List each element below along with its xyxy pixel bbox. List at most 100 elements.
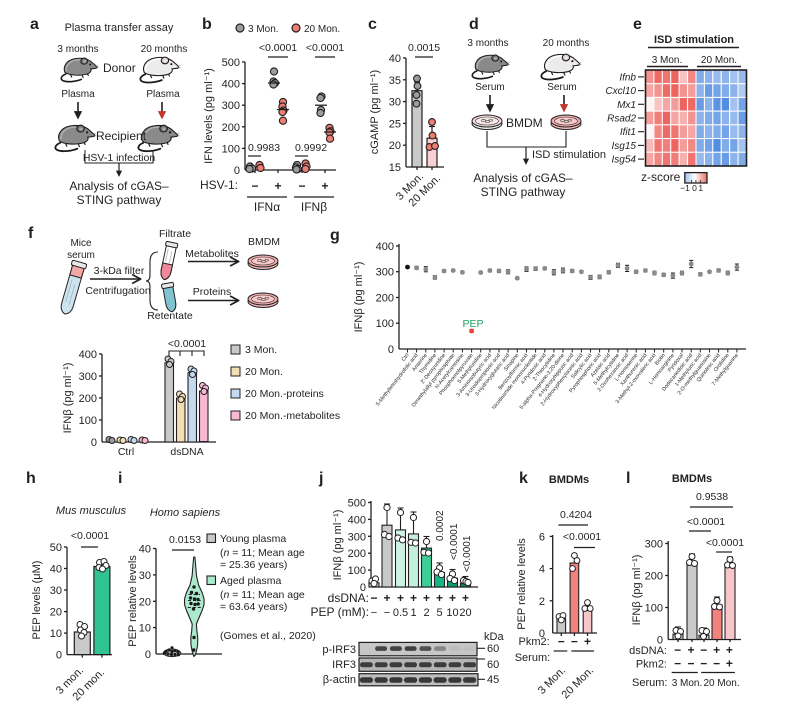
svg-text:400: 400 xyxy=(376,241,394,253)
svg-text:+: + xyxy=(726,657,733,671)
svg-text:15: 15 xyxy=(389,162,401,174)
svg-text:200: 200 xyxy=(222,122,240,134)
svg-text:g: g xyxy=(330,227,340,244)
svg-text:200: 200 xyxy=(376,293,394,305)
svg-text:+: + xyxy=(423,591,430,605)
svg-text:300: 300 xyxy=(79,371,97,383)
svg-text:Isg54: Isg54 xyxy=(612,155,637,166)
svg-text:Mus musculus: Mus musculus xyxy=(56,505,127,517)
svg-text:−: − xyxy=(251,179,258,193)
svg-text:30: 30 xyxy=(50,585,62,597)
svg-text:0.5: 0.5 xyxy=(393,607,408,619)
svg-text:0.0002: 0.0002 xyxy=(435,510,446,541)
svg-text:300: 300 xyxy=(348,531,366,543)
svg-text:3 months: 3 months xyxy=(57,44,98,55)
svg-text:Young plasma: Young plasma xyxy=(220,533,286,545)
svg-text:1: 1 xyxy=(698,183,703,193)
svg-text:STING pathway: STING pathway xyxy=(77,193,162,207)
svg-text:−: − xyxy=(370,591,377,605)
svg-text:45: 45 xyxy=(487,674,499,686)
svg-text:100: 100 xyxy=(645,603,663,615)
svg-text:<0.0001: <0.0001 xyxy=(706,537,744,549)
svg-text:cGAMP (pg ml⁻¹): cGAMP (pg ml⁻¹) xyxy=(369,70,381,154)
svg-text:h: h xyxy=(26,470,36,487)
svg-text:3 Mon.: 3 Mon. xyxy=(672,678,703,689)
svg-text:100: 100 xyxy=(79,415,97,427)
svg-text:−: − xyxy=(713,657,720,671)
svg-text:3 Mon.: 3 Mon. xyxy=(652,55,683,66)
svg-text:0.0015: 0.0015 xyxy=(408,42,440,54)
svg-text:= 63.64 years): = 63.64 years) xyxy=(220,601,287,613)
svg-text:Plasma: Plasma xyxy=(146,89,180,100)
svg-text:500: 500 xyxy=(348,498,366,510)
svg-text:Serum:: Serum: xyxy=(515,652,550,664)
svg-text:Donor: Donor xyxy=(103,61,136,75)
svg-text:a: a xyxy=(30,16,39,33)
svg-text:p-IRF3: p-IRF3 xyxy=(322,644,356,656)
svg-text:40: 40 xyxy=(139,544,151,556)
svg-text:10: 10 xyxy=(446,607,458,619)
svg-text:Centrifugation: Centrifugation xyxy=(85,285,151,297)
svg-text:dsDNA:: dsDNA: xyxy=(629,645,667,657)
svg-text:−1: −1 xyxy=(680,183,690,193)
svg-text:0: 0 xyxy=(692,183,697,193)
svg-text:z-score: z-score xyxy=(641,170,681,184)
svg-text:Aged plasma: Aged plasma xyxy=(220,575,281,587)
svg-text:300: 300 xyxy=(645,539,663,551)
svg-text:Serum: Serum xyxy=(475,82,504,93)
svg-text:+: + xyxy=(436,591,443,605)
svg-text:Mice: Mice xyxy=(70,238,92,249)
svg-text:PEP relative levels: PEP relative levels xyxy=(127,555,139,647)
svg-text:20 Mon.: 20 Mon. xyxy=(245,366,283,378)
svg-text:−: − xyxy=(687,657,694,671)
svg-text:Recipient: Recipient xyxy=(96,129,147,143)
svg-text:Serum: Serum xyxy=(547,82,576,93)
svg-text:0: 0 xyxy=(539,628,545,640)
svg-text:PEP relative levels: PEP relative levels xyxy=(516,538,528,630)
svg-text:ISD stimulation: ISD stimulation xyxy=(654,34,734,46)
svg-text:20: 20 xyxy=(50,607,62,619)
svg-text:35: 35 xyxy=(389,75,401,87)
svg-text:400: 400 xyxy=(348,514,366,526)
svg-text:Cxcl10: Cxcl10 xyxy=(605,86,636,97)
svg-text:+: + xyxy=(687,643,694,657)
svg-text:0.0153: 0.0153 xyxy=(169,534,201,546)
svg-text:Analysis of cGAS–: Analysis of cGAS– xyxy=(473,171,573,185)
svg-text:IFNβ: IFNβ xyxy=(301,200,327,214)
svg-text:20 months: 20 months xyxy=(543,38,590,49)
svg-text:20 Mon.: 20 Mon. xyxy=(704,678,740,689)
svg-text:Ctrl: Ctrl xyxy=(118,446,134,458)
svg-text:−: − xyxy=(371,607,377,619)
svg-text:Plasma: Plasma xyxy=(61,89,95,100)
svg-text:Mx1: Mx1 xyxy=(617,100,636,111)
svg-text:2: 2 xyxy=(423,607,429,619)
svg-text:β-actin: β-actin xyxy=(323,674,356,686)
svg-text:IFN levels (pg ml⁻¹): IFN levels (pg ml⁻¹) xyxy=(203,68,215,164)
svg-text:IRF3: IRF3 xyxy=(332,659,356,671)
svg-text:50: 50 xyxy=(50,542,62,554)
svg-text:<0.0001: <0.0001 xyxy=(306,42,344,54)
svg-text:Ctrl: Ctrl xyxy=(401,353,411,363)
svg-text:0.4204: 0.4204 xyxy=(560,509,592,521)
svg-text:500: 500 xyxy=(222,57,240,69)
svg-text:20 Mon.-metabolites: 20 Mon.-metabolites xyxy=(245,410,340,422)
svg-text:4: 4 xyxy=(539,564,545,576)
svg-text:<0.0001: <0.0001 xyxy=(563,531,601,543)
svg-text:d: d xyxy=(469,16,479,33)
svg-text:j: j xyxy=(318,470,323,487)
svg-text:<0.0001: <0.0001 xyxy=(687,516,725,528)
svg-text:BMDM: BMDM xyxy=(248,236,280,248)
svg-text:0: 0 xyxy=(388,344,394,356)
svg-text:5: 5 xyxy=(436,607,442,619)
svg-text:100: 100 xyxy=(222,143,240,155)
svg-text:20: 20 xyxy=(459,607,471,619)
svg-text:200: 200 xyxy=(79,393,97,405)
svg-text:Proteins: Proteins xyxy=(193,286,232,298)
svg-text:0: 0 xyxy=(657,635,663,647)
svg-text:Plasma transfer assay: Plasma transfer assay xyxy=(65,22,174,34)
svg-text:BMDMs: BMDMs xyxy=(672,473,712,485)
svg-text:BMDM: BMDM xyxy=(506,116,543,130)
svg-text:400: 400 xyxy=(222,79,240,91)
svg-text:Retentate: Retentate xyxy=(147,310,193,322)
svg-text:400: 400 xyxy=(79,349,97,361)
